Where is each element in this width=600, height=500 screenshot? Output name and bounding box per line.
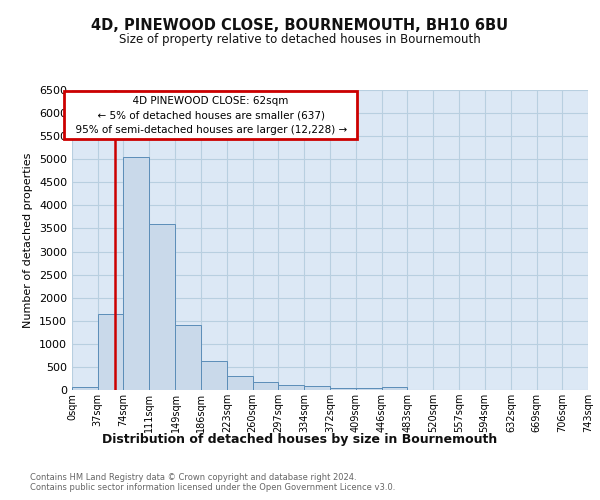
Bar: [175, 326, 201, 390]
Bar: [98, 314, 124, 390]
Bar: [124, 157, 149, 390]
Bar: [304, 386, 331, 390]
Text: Contains HM Land Registry data © Crown copyright and database right 2024.: Contains HM Land Registry data © Crown c…: [30, 472, 356, 482]
Bar: [149, 224, 175, 390]
Bar: [253, 382, 278, 390]
Bar: [382, 387, 407, 390]
Text: 4D, PINEWOOD CLOSE, BOURNEMOUTH, BH10 6BU: 4D, PINEWOOD CLOSE, BOURNEMOUTH, BH10 6B…: [91, 18, 509, 32]
Y-axis label: Number of detached properties: Number of detached properties: [23, 152, 34, 328]
Text: Distribution of detached houses by size in Bournemouth: Distribution of detached houses by size …: [103, 432, 497, 446]
Text: 4D PINEWOOD CLOSE: 62sqm  
  ← 5% of detached houses are smaller (637)  
  95% o: 4D PINEWOOD CLOSE: 62sqm ← 5% of detache…: [68, 96, 353, 135]
Text: Size of property relative to detached houses in Bournemouth: Size of property relative to detached ho…: [119, 32, 481, 46]
Bar: [331, 388, 356, 390]
Bar: [356, 388, 382, 390]
Bar: [72, 386, 98, 390]
Bar: [227, 376, 253, 390]
Bar: [278, 384, 304, 390]
Bar: [201, 362, 227, 390]
Text: Contains public sector information licensed under the Open Government Licence v3: Contains public sector information licen…: [30, 484, 395, 492]
